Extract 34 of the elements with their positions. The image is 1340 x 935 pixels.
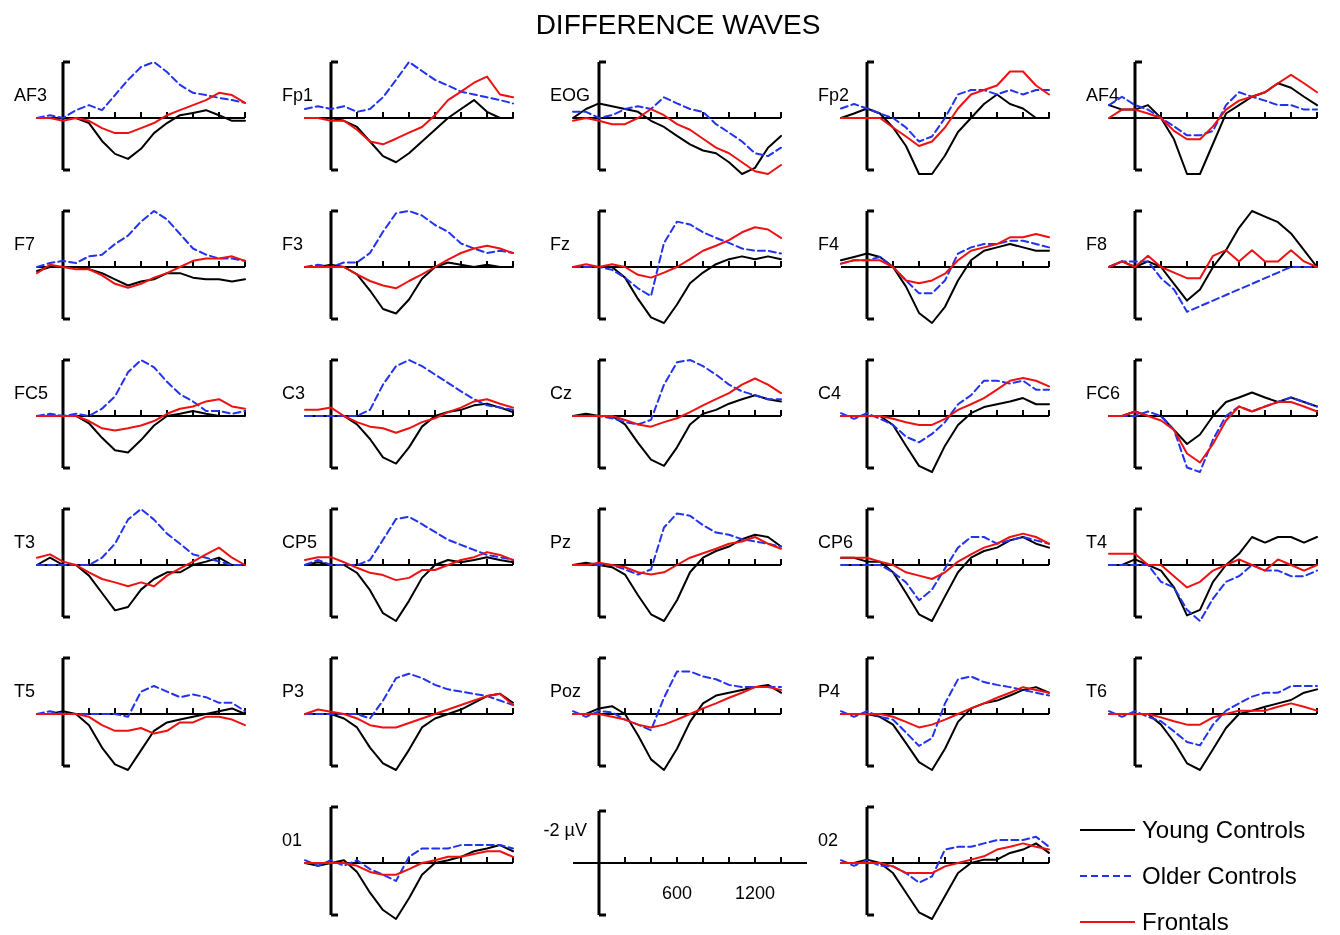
- text: T3: [14, 532, 36, 552]
- chart-title: C4: [818, 383, 842, 403]
- text: Pz: [550, 532, 572, 552]
- text: CP5: [282, 532, 318, 552]
- chart-title: 01: [282, 830, 303, 850]
- chart-title: F4: [818, 234, 840, 254]
- text: Fp2: [818, 85, 850, 105]
- chart-title: P3: [282, 681, 305, 701]
- text: Cz: [550, 383, 572, 403]
- chart-title: CP6: [818, 532, 854, 552]
- text: FC5: [14, 383, 49, 403]
- chart-title: T4: [1086, 532, 1108, 552]
- legend-label: Young Controls: [1142, 816, 1306, 843]
- text: C3: [282, 383, 306, 403]
- text: 600: [661, 883, 693, 903]
- text: -2 µV: [543, 820, 587, 840]
- chart-title: FC6: [1086, 383, 1121, 403]
- chart-title: 02: [818, 830, 839, 850]
- text: AF3: [14, 85, 48, 105]
- legend-label: Frontals: [1142, 908, 1229, 935]
- text: AF4: [1086, 85, 1120, 105]
- text: DIFFERENCE WAVES: [535, 9, 821, 40]
- chart-title: EOG: [550, 85, 591, 105]
- text: 1200: [734, 883, 776, 903]
- text: Fp1: [282, 85, 314, 105]
- legend-label: Older Controls: [1142, 862, 1297, 889]
- chart-title: P4: [818, 681, 841, 701]
- text: Poz: [550, 681, 582, 701]
- text: F7: [14, 234, 36, 254]
- text: Fz: [550, 234, 570, 254]
- text: F3: [282, 234, 304, 254]
- chart-title: T5: [14, 681, 36, 701]
- text: F8: [1086, 234, 1108, 254]
- chart-title: T6: [1086, 681, 1108, 701]
